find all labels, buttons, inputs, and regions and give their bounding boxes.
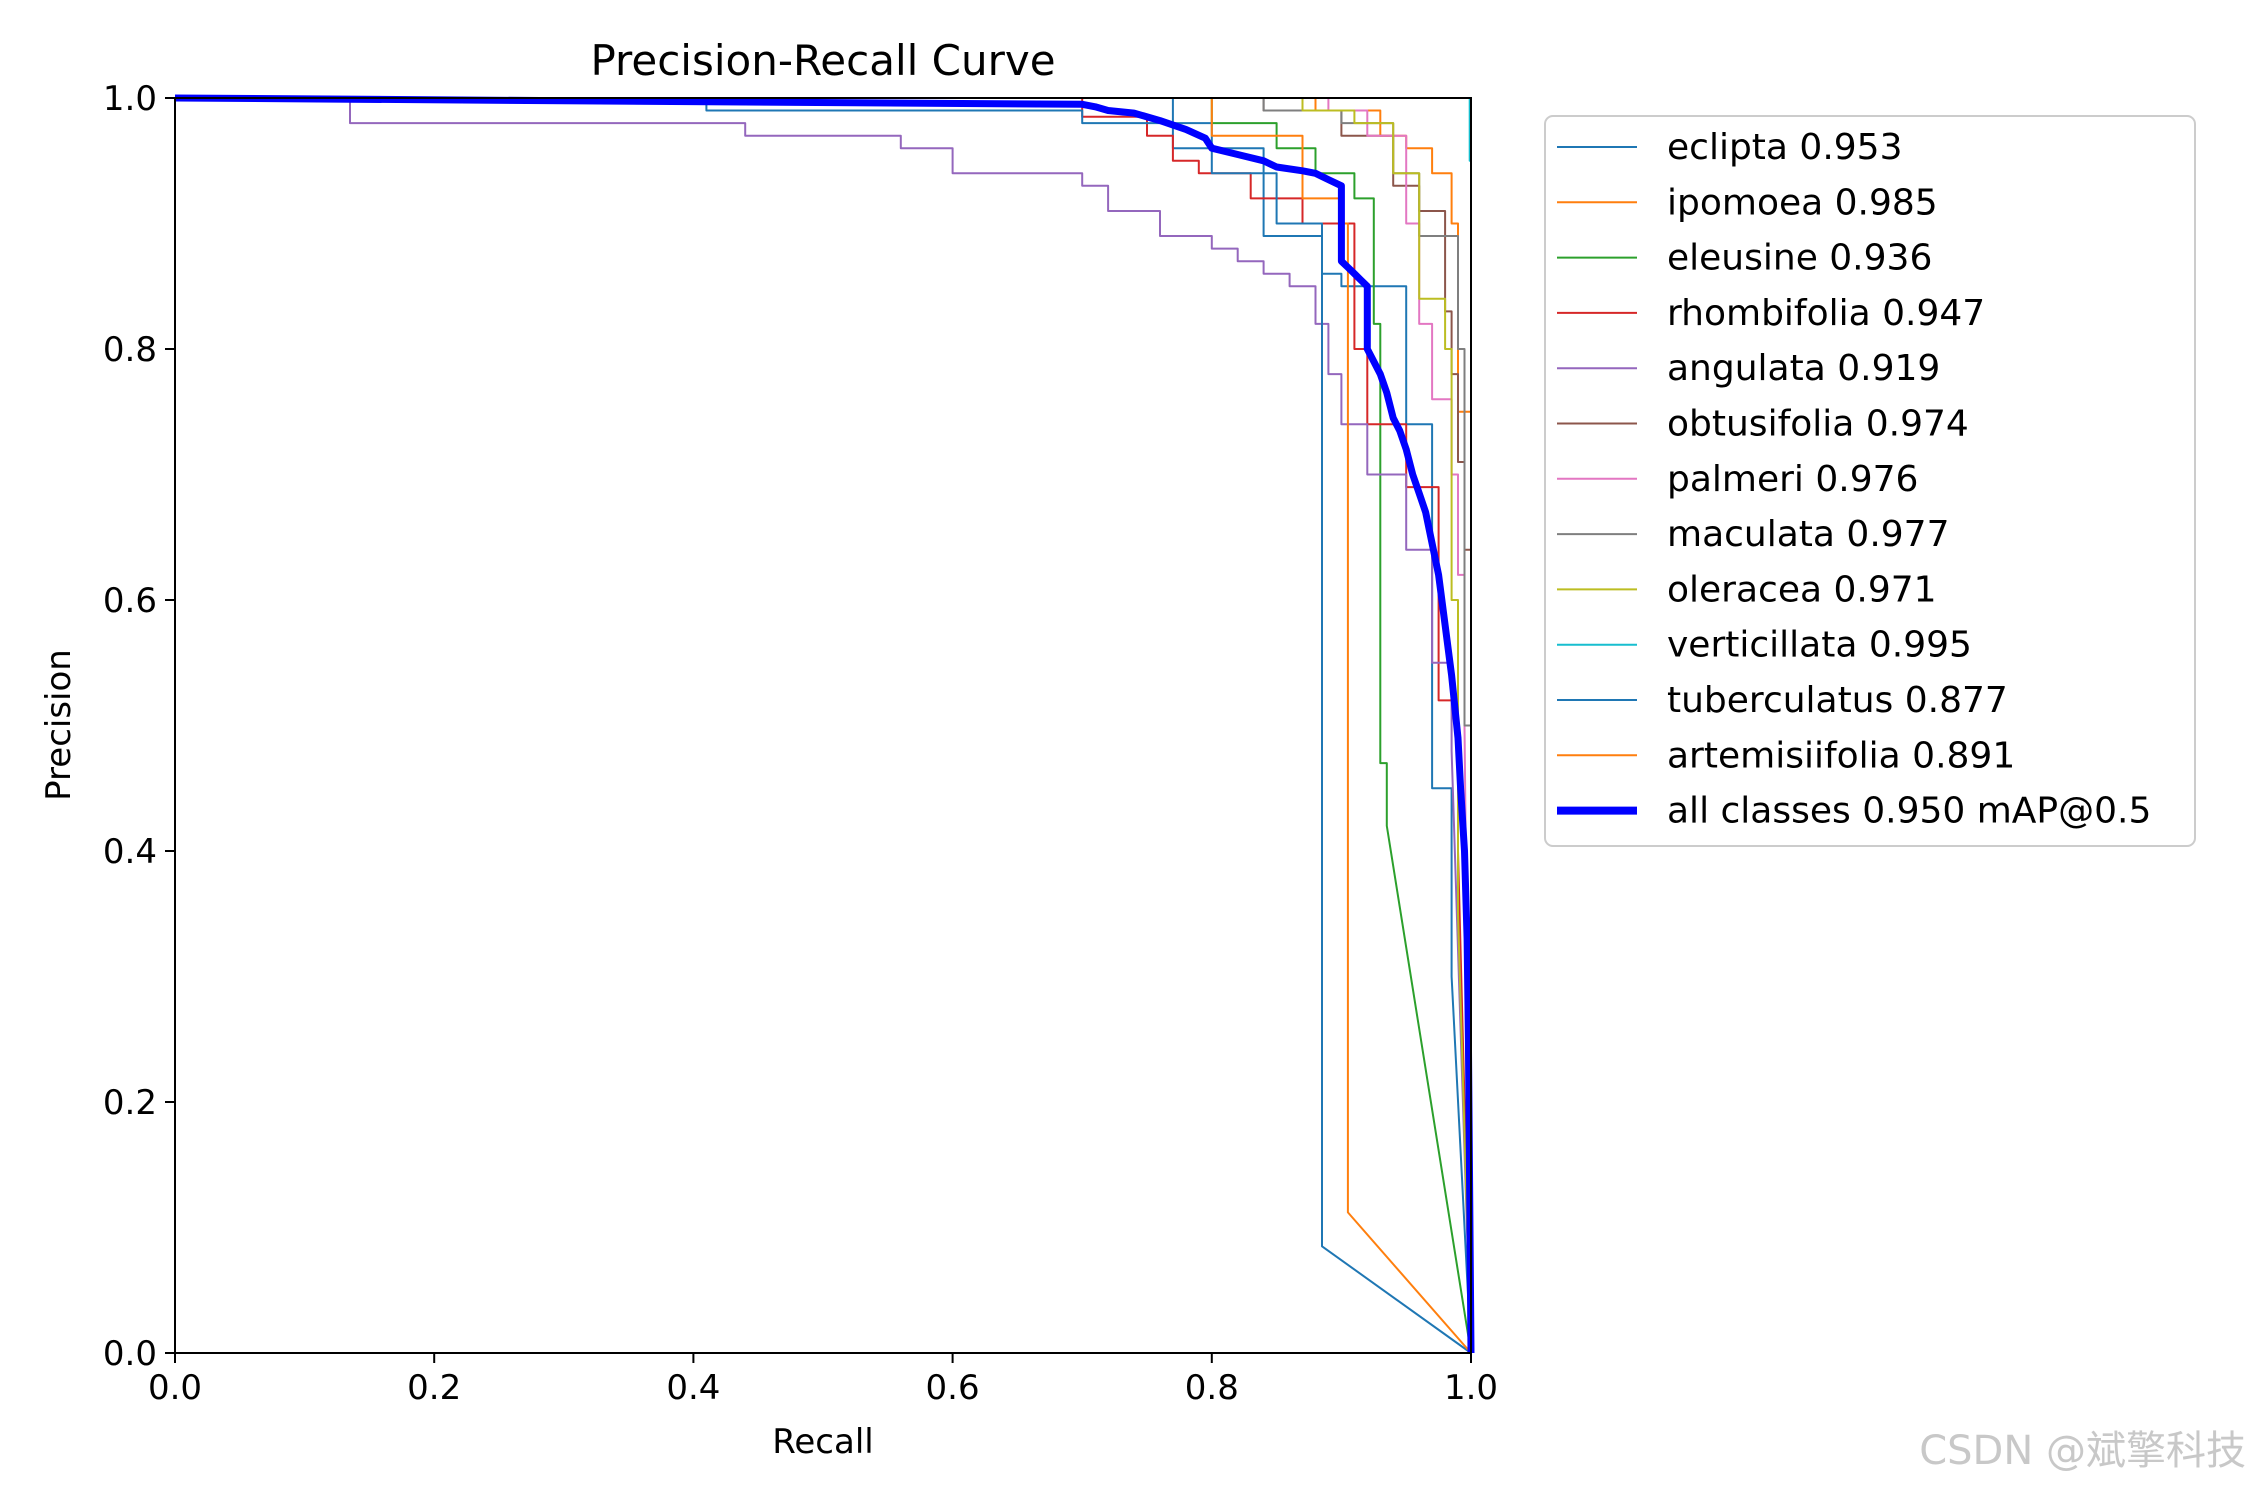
y-tick-label: 0.8	[103, 330, 157, 370]
series-line-9	[175, 97, 1472, 1353]
legend-label-10: tuberculatus 0.877	[1667, 680, 2008, 721]
legend-label-1: ipomoea 0.985	[1667, 182, 1938, 223]
x-tick-label: 0.8	[1185, 1368, 1239, 1408]
plot-lines	[174, 94, 1475, 1354]
series-line-6	[175, 97, 1472, 1354]
series-line-4	[175, 97, 1472, 1354]
y-tick-label: 0.2	[103, 1083, 157, 1123]
y-tick-label: 1.0	[103, 79, 157, 119]
legend-box	[1544, 115, 2196, 847]
x-tick-label: 0.0	[148, 1368, 202, 1408]
x-tick-label: 0.6	[926, 1368, 980, 1408]
x-tick-label: 1.0	[1444, 1368, 1498, 1408]
legend-label-2: eleusine 0.936	[1667, 238, 1932, 279]
legend-label-6: palmeri 0.976	[1667, 459, 1918, 500]
series-line-11	[175, 97, 1472, 1354]
legend-label-4: angulata 0.919	[1667, 348, 1940, 389]
series-line-8	[175, 97, 1472, 1354]
legend-label-12: all classes 0.950 mAP@0.5	[1667, 791, 2151, 832]
legend-label-0: eclipta 0.953	[1667, 127, 1902, 168]
legend: eclipta 0.953 ipomoea 0.985 eleusine 0.936…	[1544, 115, 2196, 847]
series-line-1	[175, 97, 1472, 1353]
y-axis-ticks: 0.0 0.2 0.4 0.6 0.8 1.0	[103, 79, 175, 1374]
x-tick-label: 0.4	[666, 1368, 720, 1408]
legend-label-5: obtusifolia 0.974	[1667, 404, 1969, 445]
legend-label-7: maculata 0.977	[1667, 514, 1949, 555]
series-line-5	[175, 97, 1472, 1353]
x-axis-ticks: 0.0 0.2 0.4 0.6 0.8 1.0	[148, 1353, 1498, 1408]
series-line-7	[175, 97, 1472, 1353]
y-tick-label: 0.0	[103, 1334, 157, 1374]
y-tick-label: 0.4	[103, 832, 157, 872]
chart-title: Precision-Recall Curve	[590, 36, 1055, 85]
legend-label-11: artemisiifolia 0.891	[1667, 735, 2015, 776]
plot-frame	[174, 97, 1472, 1354]
x-axis-label: Recall	[772, 1422, 873, 1462]
series-line-2	[175, 97, 1472, 1354]
legend-label-8: oleracea 0.971	[1667, 569, 1937, 610]
series-line-10	[175, 97, 1472, 1354]
x-tick-label: 0.2	[407, 1368, 461, 1408]
legend-label-3: rhombifolia 0.947	[1667, 293, 1985, 334]
y-tick-label: 0.6	[103, 581, 157, 621]
series-line-3	[175, 97, 1472, 1354]
series-line-12	[174, 94, 1475, 1354]
y-axis-label: Precision	[39, 649, 79, 801]
watermark-text: CSDN @斌擎科技	[1919, 1428, 2246, 1474]
legend-label-9: verticillata 0.995	[1667, 625, 1972, 666]
series-line-0	[175, 97, 1472, 1354]
